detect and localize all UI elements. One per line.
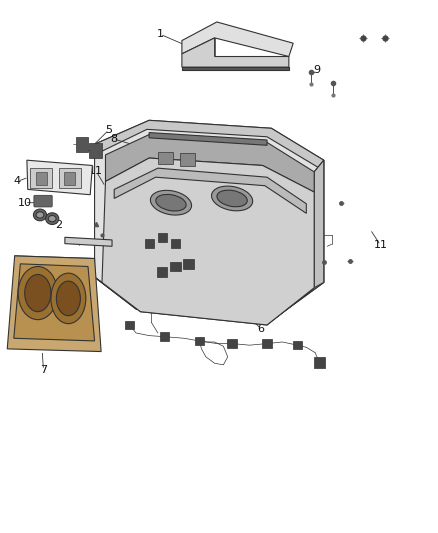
FancyBboxPatch shape (157, 267, 167, 277)
Text: 6: 6 (257, 324, 264, 334)
Polygon shape (182, 67, 289, 70)
Ellipse shape (150, 190, 191, 215)
Text: 1: 1 (156, 29, 163, 39)
Ellipse shape (217, 190, 247, 207)
Polygon shape (95, 120, 324, 168)
Polygon shape (27, 160, 92, 195)
FancyBboxPatch shape (145, 239, 153, 248)
Ellipse shape (51, 273, 86, 324)
Polygon shape (14, 264, 95, 341)
Polygon shape (182, 22, 293, 56)
Text: 4: 4 (14, 176, 21, 187)
FancyBboxPatch shape (34, 195, 52, 207)
FancyBboxPatch shape (227, 340, 237, 348)
FancyBboxPatch shape (158, 152, 173, 165)
Text: 2: 2 (55, 220, 62, 230)
Text: 9: 9 (313, 65, 320, 75)
FancyBboxPatch shape (59, 168, 81, 188)
Text: 10: 10 (18, 198, 32, 208)
FancyBboxPatch shape (159, 333, 169, 341)
Text: 11: 11 (89, 166, 103, 176)
Ellipse shape (36, 212, 44, 218)
Ellipse shape (57, 281, 81, 316)
Polygon shape (314, 160, 324, 288)
FancyBboxPatch shape (180, 154, 195, 166)
FancyBboxPatch shape (125, 321, 134, 329)
Polygon shape (149, 133, 267, 146)
Polygon shape (102, 158, 314, 325)
Ellipse shape (48, 215, 56, 222)
FancyBboxPatch shape (314, 357, 325, 368)
Text: 11: 11 (374, 240, 388, 250)
Polygon shape (65, 237, 112, 246)
FancyBboxPatch shape (76, 138, 88, 152)
FancyBboxPatch shape (64, 172, 75, 184)
Polygon shape (182, 38, 289, 67)
Ellipse shape (18, 266, 57, 320)
FancyBboxPatch shape (183, 259, 194, 269)
Ellipse shape (25, 274, 51, 312)
FancyBboxPatch shape (262, 340, 272, 348)
Text: 7: 7 (40, 365, 47, 375)
FancyBboxPatch shape (30, 168, 52, 188)
FancyBboxPatch shape (293, 341, 302, 350)
Text: 5: 5 (106, 125, 113, 135)
Ellipse shape (46, 213, 59, 224)
Polygon shape (106, 134, 314, 192)
Polygon shape (95, 160, 324, 325)
FancyBboxPatch shape (171, 239, 180, 248)
FancyBboxPatch shape (89, 143, 102, 158)
FancyBboxPatch shape (170, 262, 180, 271)
Ellipse shape (212, 186, 253, 211)
Ellipse shape (156, 195, 186, 211)
Ellipse shape (33, 209, 46, 221)
FancyBboxPatch shape (194, 337, 204, 345)
FancyBboxPatch shape (158, 233, 166, 241)
Text: 8: 8 (110, 134, 117, 144)
Polygon shape (114, 168, 306, 213)
Polygon shape (95, 120, 324, 322)
FancyBboxPatch shape (36, 172, 46, 184)
Polygon shape (7, 256, 101, 352)
